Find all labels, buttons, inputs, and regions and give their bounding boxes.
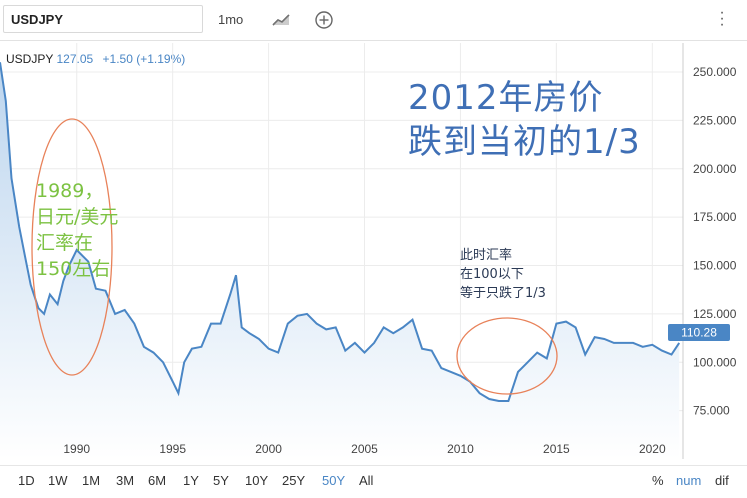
annotation-2012-line: 在100以下	[460, 267, 524, 282]
y-tick-label: 100.000	[693, 355, 737, 369]
x-tick-label: 2005	[351, 442, 378, 456]
annotation-1989-note: 1989， 日元/美元汇率在 150左右	[36, 178, 118, 282]
annotation-1989-line: 汇率在	[36, 232, 94, 254]
annotation-title-line1: 2012年房价	[408, 78, 604, 118]
scale-toggle-percent[interactable]: %	[652, 473, 664, 488]
svg-text:110.28: 110.28	[681, 326, 717, 340]
y-tick-label: 200.000	[693, 162, 737, 176]
range-button-all[interactable]: All	[359, 473, 374, 488]
annotation-2012-line: 等于只跌了1/3	[460, 286, 546, 301]
interval-selector[interactable]: 1mo	[218, 12, 244, 27]
annotation-1989-line: 1989，	[36, 180, 104, 202]
highlight-ellipse-2012	[456, 317, 558, 395]
annotation-title-line2: 跌到当初的1/3	[408, 122, 641, 162]
x-tick-label: 2020	[639, 442, 666, 456]
price-line	[0, 62, 681, 402]
chart-toolbar: USDJPY 1mo · · ·	[0, 0, 747, 41]
scale-toggle-dif[interactable]: dif	[715, 473, 729, 488]
highlight-ellipse-1989	[31, 118, 113, 376]
more-options-icon[interactable]: · · ·	[719, 4, 725, 33]
add-comparison-icon[interactable]	[313, 9, 335, 31]
range-bar: 1D 1W 1M 3M 6M 1Y 5Y 10Y 25Y 50Y All% num dif	[0, 465, 747, 498]
x-tick-label: 2015	[543, 442, 570, 456]
range-button-10y[interactable]: 10Y	[245, 473, 269, 488]
range-button-1w[interactable]: 1W	[48, 473, 68, 488]
price-area	[0, 62, 680, 460]
quote-price: 127.05	[56, 52, 94, 66]
range-button-1m[interactable]: 1M	[82, 473, 101, 488]
y-tick-label: 125.000	[693, 307, 737, 321]
range-button-5y[interactable]: 5Y	[213, 473, 229, 488]
y-tick-label: 225.000	[693, 113, 737, 127]
x-tick-label: 2010	[447, 442, 474, 456]
quote-line: USDJPY 127.05 +1.50 (+1.19%)	[6, 52, 185, 66]
range-button-3m[interactable]: 3M	[116, 473, 135, 488]
range-button-6m[interactable]: 6M	[148, 473, 167, 488]
range-button-1y[interactable]: 1Y	[183, 473, 199, 488]
y-tick-label: 175.000	[693, 210, 737, 224]
range-button-1d[interactable]: 1D	[18, 473, 35, 488]
x-tick-label: 1990	[63, 442, 90, 456]
x-tick-label: 2000	[255, 442, 282, 456]
chart-type-icon[interactable]	[270, 9, 292, 31]
range-button-25y[interactable]: 25Y	[282, 473, 306, 488]
annotation-2012-line: 此时汇率	[460, 248, 513, 263]
quote-symbol: USDJPY	[6, 52, 54, 66]
last-price-tag: 110.28	[668, 324, 730, 341]
y-tick-label: 150.000	[693, 259, 737, 273]
annotation-1989-line: 日元/美元	[36, 206, 119, 228]
annotation-1989-line: 150左右	[36, 258, 111, 280]
quote-change: +1.50 (+1.19%)	[102, 52, 186, 66]
symbol-input[interactable]: USDJPY	[3, 5, 203, 33]
annotation-title: 2012年房价 跌到当初的1/3	[408, 76, 641, 164]
price-chart[interactable]: 75.000 100.000 125.000 150.000 175.000 200.00…	[0, 41, 747, 464]
scale-toggle-num[interactable]: num	[676, 473, 702, 488]
range-button-50y[interactable]: 50Y	[322, 473, 346, 488]
annotation-2012-note: 此时汇率在100以下等于只跌了1/3	[460, 246, 546, 303]
y-tick-label: 75.000	[693, 404, 730, 418]
y-tick-label: 250.000	[693, 65, 737, 79]
x-tick-label: 1995	[159, 442, 186, 456]
